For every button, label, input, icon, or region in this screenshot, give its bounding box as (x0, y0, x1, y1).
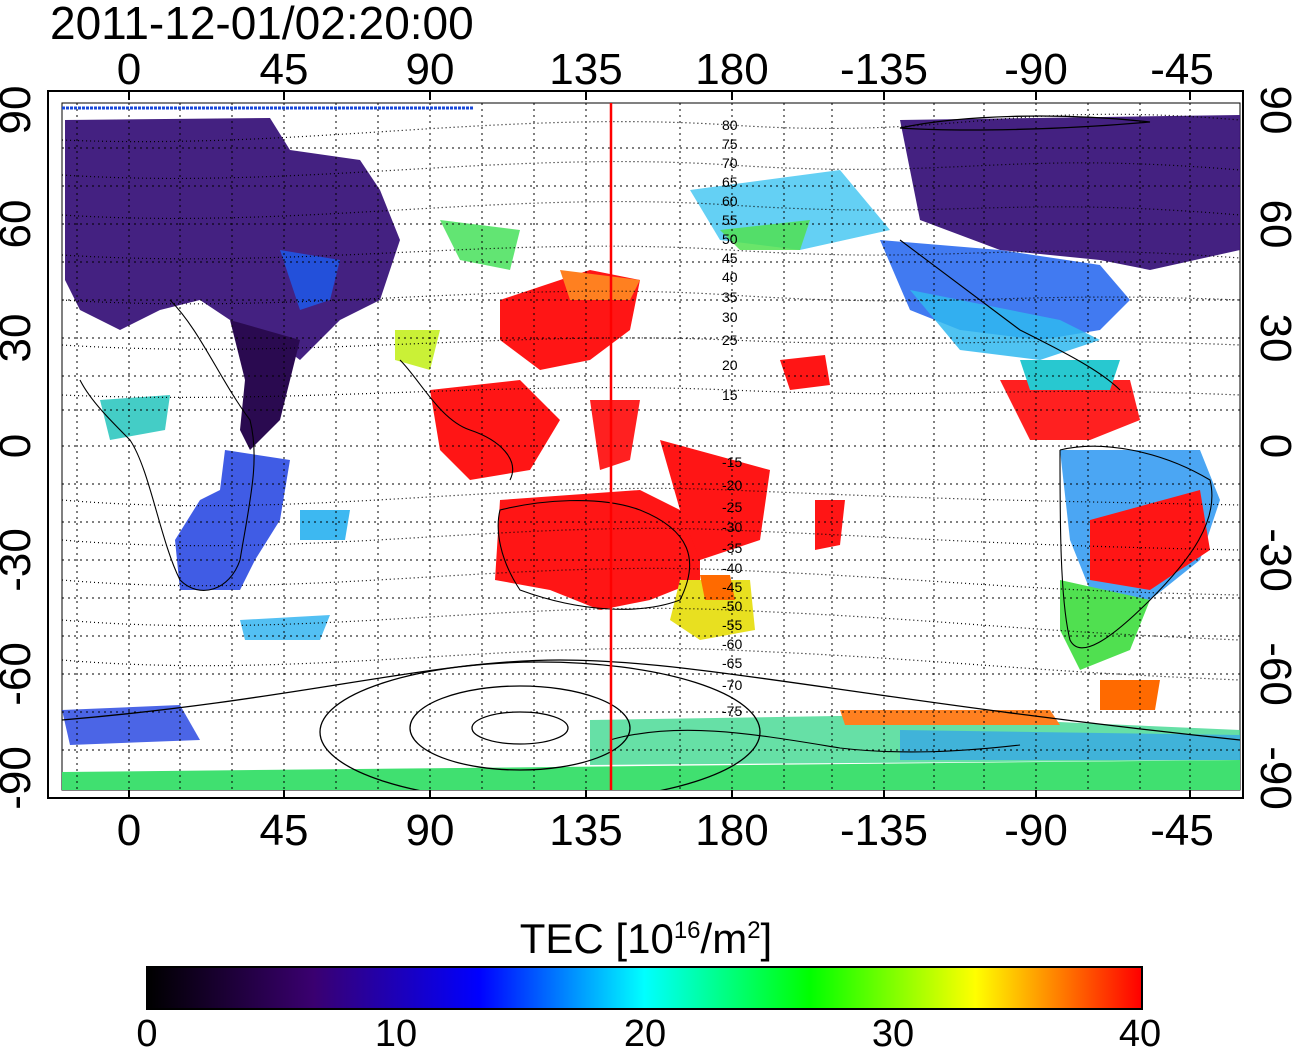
lon-tick-label: -90 (1004, 45, 1068, 94)
colorbar-title-exponent: 16 (673, 917, 701, 944)
colorbar-title-unit: /m (700, 915, 748, 962)
lon-tick-label: 135 (549, 45, 622, 94)
lon-tick-label: 180 (695, 806, 768, 855)
colorbar-tick-label: 30 (871, 1013, 915, 1055)
lat-tick-label: 60 (0, 200, 40, 249)
lat-tick-label: 60 (1251, 200, 1292, 249)
lon-tick-label: 0 (117, 806, 141, 855)
grid-lines (62, 103, 1240, 790)
mlat-label: 30 (722, 309, 738, 325)
coastlines (79, 239, 1213, 753)
colorbar-tick-label: 0 (136, 1013, 158, 1055)
colorbar-tick-label: 40 (1118, 1013, 1162, 1055)
mlat-label: -55 (722, 617, 742, 633)
lon-tick-label: 90 (406, 806, 455, 855)
mlat-label: -25 (722, 499, 742, 515)
mlat-label: -35 (722, 540, 742, 556)
mlat-label: -70 (722, 677, 742, 693)
lon-tick-label: -135 (840, 45, 928, 94)
lat-tick-label: 30 (1251, 314, 1292, 363)
mlat-label: 20 (722, 357, 738, 373)
colorbar-title-unit-exponent: 2 (747, 917, 761, 944)
colorbar (146, 966, 1143, 1010)
mlat-label: -45 (722, 579, 742, 595)
lon-tick-label: 45 (260, 45, 309, 94)
tec-map: 80 75 70 65 60 55 50 45 40 35 30 25 20 1… (0, 45, 1292, 855)
mlat-label: 45 (722, 250, 738, 266)
lat-tick-label: 90 (0, 86, 40, 135)
lon-tick-label: -135 (840, 806, 928, 855)
mlat-label: -75 (722, 703, 742, 719)
tec-data-layer (62, 115, 1240, 790)
lat-tick-label: -60 (0, 642, 40, 706)
mlat-label: 50 (722, 231, 738, 247)
lon-tick-label: 0 (117, 45, 141, 94)
mlat-label: 40 (722, 269, 738, 285)
lon-tick-label: 180 (695, 45, 768, 94)
lat-tick-label: 30 (0, 314, 40, 363)
mlat-label: 60 (722, 193, 738, 209)
mlat-label: -65 (722, 655, 742, 671)
mlat-label: 15 (722, 387, 738, 403)
lon-tick-label: -45 (1150, 806, 1214, 855)
bottom-longitude-labels: 0 45 90 135 180 -135 -90 -45 (117, 806, 1214, 855)
mlat-label: 75 (722, 136, 738, 152)
colorbar-title-main: TEC [10 (519, 915, 674, 962)
lon-tick-label: 45 (260, 806, 309, 855)
mlat-label: -60 (722, 636, 742, 652)
lat-tick-label: -60 (1251, 642, 1292, 706)
lat-tick-label: -30 (0, 528, 40, 592)
lat-tick-label: -90 (1251, 746, 1292, 810)
mlat-label: 55 (722, 212, 738, 228)
mlat-label: -20 (722, 477, 742, 493)
timestamp: 2011-12-01/02:20:00 (50, 0, 474, 49)
lon-tick-label: 135 (549, 806, 622, 855)
magnetic-latitude-labels: 80 75 70 65 60 55 50 45 40 35 30 25 20 1… (722, 117, 742, 719)
lat-tick-label: 0 (1251, 434, 1292, 458)
lat-tick-label: -90 (0, 746, 40, 810)
colorbar-tick-label: 10 (374, 1013, 418, 1055)
top-longitude-labels: 0 45 90 135 180 -135 -90 -45 (117, 45, 1214, 94)
lat-tick-label: -30 (1251, 528, 1292, 592)
mlat-label: 80 (722, 117, 738, 133)
lat-tick-label: 0 (0, 434, 40, 458)
colorbar-title-end: ] (760, 915, 773, 962)
mlat-label: 70 (722, 155, 738, 171)
colorbar-tick-label: 20 (623, 1013, 667, 1055)
lon-tick-label: -90 (1004, 806, 1068, 855)
colorbar-title: TEC [1016/m2] (0, 908, 1292, 962)
right-latitude-labels: 90 60 30 0 -30 -60 -90 (1251, 86, 1292, 810)
mlat-label: 65 (722, 174, 738, 190)
mlat-label: 35 (722, 289, 738, 305)
lat-tick-label: 90 (1251, 86, 1292, 135)
polar-contours (62, 115, 1240, 790)
mlat-label: -30 (722, 519, 742, 535)
frame-ticks (128, 91, 1191, 798)
lon-tick-label: -45 (1150, 45, 1214, 94)
mlat-label: 25 (722, 332, 738, 348)
mlat-label: -40 (722, 560, 742, 576)
mlat-label: -50 (722, 598, 742, 614)
lon-tick-label: 90 (406, 45, 455, 94)
mlat-label: -15 (722, 454, 742, 470)
left-latitude-labels: 90 60 30 0 -30 -60 -90 (0, 86, 40, 810)
